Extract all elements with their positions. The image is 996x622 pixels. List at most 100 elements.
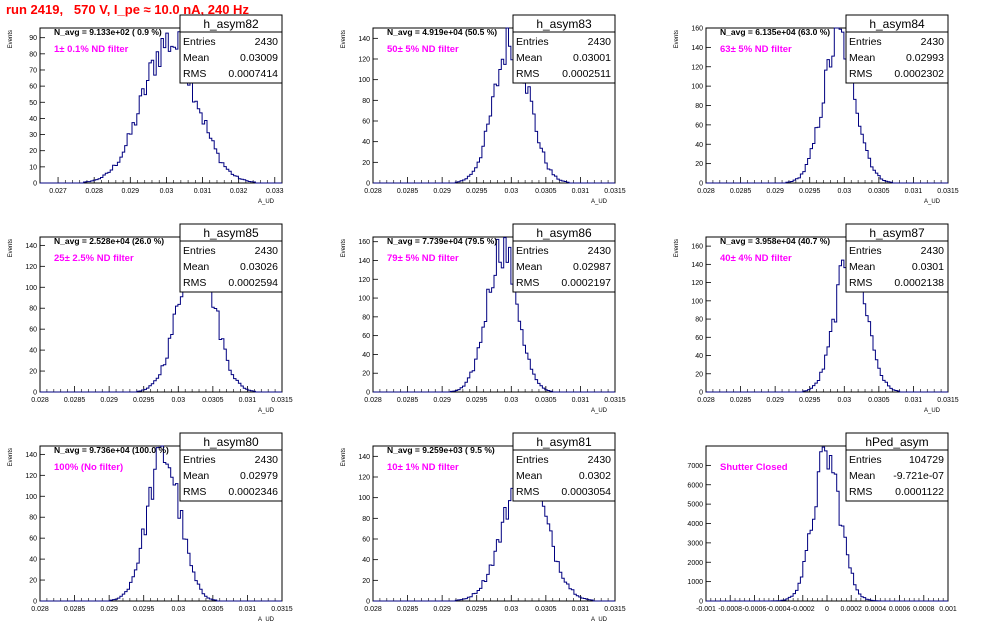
y-tick-label: 60 [362, 333, 370, 340]
navg-label: N_avg = 4.919e+04 (50.5 %) [387, 27, 497, 37]
x-tick-label: 0.0315 [604, 397, 626, 404]
y-tick-label: 80 [29, 51, 37, 58]
y-tick-label: 140 [25, 243, 37, 250]
histogram-panel-h_asym85: 0 20 40 60 80 100 120 140 0.028 0.0285 0.029 0.0295… [8, 223, 293, 414]
plot-frame [39, 236, 283, 393]
plot-frame [705, 236, 949, 393]
x-tick-label: 0.0285 [397, 606, 419, 613]
y-tick-label: 7000 [687, 463, 703, 470]
stats-title: h_asym81 [536, 435, 592, 449]
y-tick-label: 0 [699, 390, 703, 397]
x-axis-label: A_UD [924, 408, 941, 414]
stats-key: RMS [516, 277, 539, 289]
stats-value: 0.0002594 [228, 277, 278, 289]
histogram-series [40, 241, 282, 393]
y-tick-label: 1000 [687, 579, 703, 586]
navg-label: N_avg = 9.259e+03 ( 9.5 %) [387, 445, 495, 455]
x-tick-label: 0.028 [364, 397, 382, 404]
stats-box-frame [512, 223, 616, 293]
stats-title: h_asym80 [203, 435, 259, 449]
y-tick-label: 20 [29, 369, 37, 376]
y-tick-label: 60 [695, 122, 703, 129]
x-tick-label: 0.0008 [913, 606, 935, 613]
stats-value: 2430 [255, 36, 279, 48]
stats-value: 0.0002346 [228, 486, 278, 498]
x-tick-label: 0.031 [572, 606, 590, 613]
filter-annotation: 25± 2.5% ND filter [54, 253, 134, 264]
navg-label: N_avg = 9.736e+04 (100.0 %) [54, 445, 169, 455]
stats-key: Entries [516, 245, 549, 257]
plot-frame [372, 236, 616, 393]
y-tick-label: 5000 [687, 502, 703, 509]
x-tick-label: 0.0285 [64, 397, 86, 404]
stats-title: h_asym82 [203, 17, 259, 31]
y-tick-label: 120 [691, 280, 703, 287]
stats-box-frame [845, 223, 949, 293]
plot-frame [372, 27, 616, 184]
stats-box: h_asym81 Entries 2430 Mean 0.0302 RMS 0.000305… [512, 432, 616, 502]
y-tick-label: 0 [366, 599, 370, 606]
x-tick-label: 0.03 [837, 397, 851, 404]
y-tick-label: 40 [29, 557, 37, 564]
stats-value: 0.0301 [912, 261, 944, 273]
x-tick-label: 0.0285 [397, 397, 419, 404]
histogram-series [706, 243, 948, 393]
y-axis-label: Events [8, 30, 14, 48]
stats-title: h_asym85 [203, 226, 259, 240]
x-axis-label: A_UD [258, 408, 275, 414]
stats-key: Mean [849, 470, 875, 482]
x-tick-label: 0.0305 [868, 397, 890, 404]
stats-key: Entries [849, 454, 882, 466]
y-tick-label: 20 [695, 371, 703, 378]
histogram-series [373, 237, 615, 393]
x-tick-label: 0.033 [266, 188, 284, 195]
y-tick-label: 0 [699, 599, 703, 606]
x-tick-label: 0.03 [160, 188, 174, 195]
x-tick-label: 0.0305 [535, 188, 557, 195]
x-tick-label: 0.0315 [271, 397, 293, 404]
navg-label: N_avg = 7.739e+04 (79.5 %) [387, 236, 497, 246]
y-axis-label: Events [341, 30, 347, 48]
y-tick-label: 100 [358, 495, 370, 502]
stats-box: h_asym84 Entries 2430 Mean 0.02993 RMS 0.00023… [845, 14, 949, 84]
stats-value: 0.0302 [579, 470, 611, 482]
x-tick-label: 0.0002 [840, 606, 862, 613]
x-tick-label: 0.029 [100, 606, 118, 613]
y-tick-label: 60 [362, 119, 370, 126]
y-tick-label: 100 [358, 77, 370, 84]
x-tick-label: 0.0305 [202, 397, 224, 404]
stats-value: 0.03001 [573, 52, 611, 64]
y-tick-label: 160 [358, 239, 370, 246]
x-tick-label: 0.029 [122, 188, 140, 195]
x-tick-label: 0.0295 [799, 397, 821, 404]
x-tick-label: -0.0006 [743, 606, 767, 613]
x-tick-label: 0.0315 [604, 606, 626, 613]
histogram-panel-h_asym80: 0 20 40 60 80 100 120 140 0.028 0.0285 0.029 0.0295… [8, 432, 293, 622]
y-tick-label: 160 [691, 244, 703, 251]
x-tick-label: 0.0305 [535, 606, 557, 613]
stats-key: RMS [516, 486, 539, 498]
stats-key: Entries [849, 36, 882, 48]
y-tick-label: 100 [691, 298, 703, 305]
stats-box-frame [512, 432, 616, 502]
x-tick-label: 0.0315 [937, 188, 959, 195]
y-tick-label: 3000 [687, 540, 703, 547]
stats-key: Entries [516, 36, 549, 48]
x-tick-label: 0.0315 [271, 606, 293, 613]
navg-label: N_avg = 6.135e+04 (63.0 %) [720, 27, 830, 37]
x-tick-label: 0.028 [364, 606, 382, 613]
x-axis-label: A_UD [258, 199, 275, 205]
y-tick-label: 80 [362, 98, 370, 105]
stats-box-frame [845, 14, 949, 84]
filter-annotation: 50± 5% ND filter [387, 44, 459, 55]
histogram-panel-h_asym86: 0 20 40 60 80 100 120 140 160 0.028 0.0285 0.029 0.0… [341, 223, 626, 414]
x-tick-label: 0.0315 [937, 397, 959, 404]
x-tick-label: 0.0285 [730, 188, 752, 195]
navg-label: N_avg = 2.528e+04 (26.0 %) [54, 236, 164, 246]
stats-value: 2430 [255, 245, 279, 257]
stats-key: Mean [849, 261, 875, 273]
stats-box-frame [179, 432, 283, 502]
stats-value: 0.0002138 [894, 277, 944, 289]
y-tick-label: 50 [29, 100, 37, 107]
stats-value: 0.02987 [573, 261, 611, 273]
